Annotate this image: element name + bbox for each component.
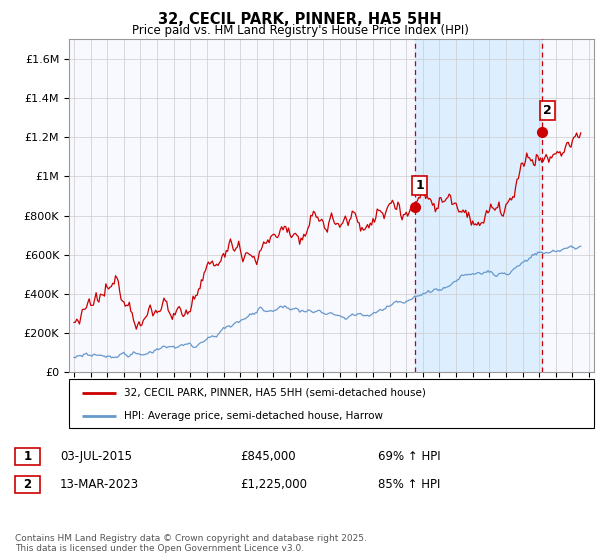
Text: Contains HM Land Registry data © Crown copyright and database right 2025.
This d: Contains HM Land Registry data © Crown c… <box>15 534 367 553</box>
Text: 1: 1 <box>23 450 32 463</box>
Text: 03-JUL-2015: 03-JUL-2015 <box>60 450 132 463</box>
Text: £845,000: £845,000 <box>240 450 296 463</box>
Text: 85% ↑ HPI: 85% ↑ HPI <box>378 478 440 491</box>
Text: HPI: Average price, semi-detached house, Harrow: HPI: Average price, semi-detached house,… <box>124 411 383 421</box>
Bar <box>415 39 542 372</box>
Text: 1: 1 <box>415 179 424 192</box>
Text: 32, CECIL PARK, PINNER, HA5 5HH: 32, CECIL PARK, PINNER, HA5 5HH <box>158 12 442 27</box>
Text: Price paid vs. HM Land Registry's House Price Index (HPI): Price paid vs. HM Land Registry's House … <box>131 24 469 37</box>
Text: 69% ↑ HPI: 69% ↑ HPI <box>378 450 440 463</box>
Text: 2: 2 <box>543 104 552 117</box>
Text: £1,225,000: £1,225,000 <box>240 478 307 491</box>
Text: 13-MAR-2023: 13-MAR-2023 <box>60 478 139 491</box>
Text: 32, CECIL PARK, PINNER, HA5 5HH (semi-detached house): 32, CECIL PARK, PINNER, HA5 5HH (semi-de… <box>124 388 426 398</box>
Text: 2: 2 <box>23 478 32 491</box>
